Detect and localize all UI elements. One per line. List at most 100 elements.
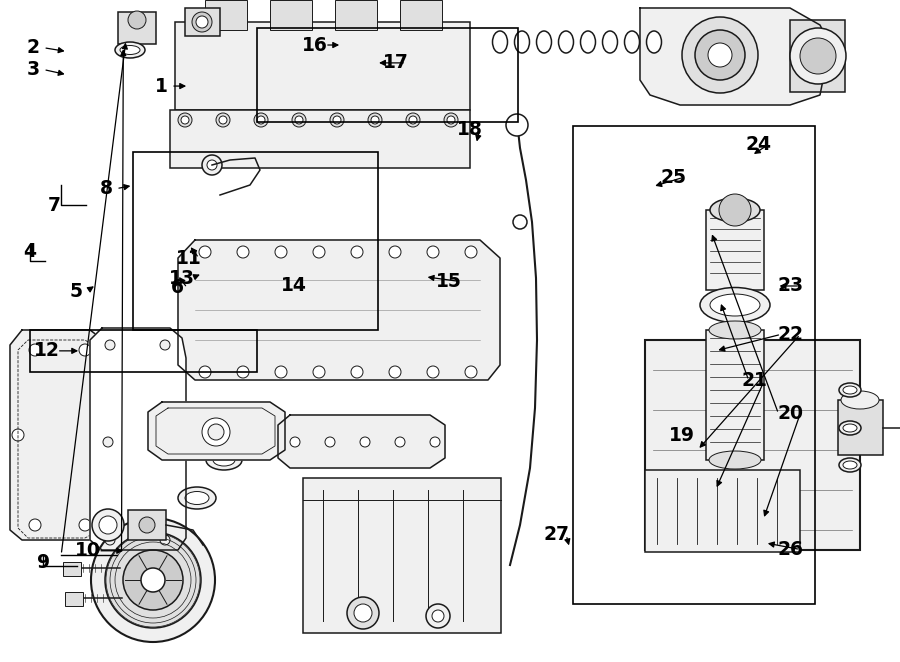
Circle shape <box>444 113 458 127</box>
Bar <box>185 8 220 36</box>
Ellipse shape <box>580 31 596 53</box>
Circle shape <box>513 215 527 229</box>
Text: 25: 25 <box>661 168 686 187</box>
Bar <box>706 330 764 460</box>
Circle shape <box>128 11 146 29</box>
Ellipse shape <box>843 461 857 469</box>
Circle shape <box>347 597 379 629</box>
Circle shape <box>103 437 113 447</box>
Bar <box>118 12 156 44</box>
Ellipse shape <box>213 454 235 466</box>
Circle shape <box>275 246 287 258</box>
Bar <box>706 210 764 290</box>
Bar <box>133 152 378 330</box>
Circle shape <box>202 418 230 446</box>
Text: 24: 24 <box>746 135 771 154</box>
Ellipse shape <box>839 421 861 435</box>
Circle shape <box>12 429 24 441</box>
Ellipse shape <box>602 31 617 53</box>
Text: 7: 7 <box>48 196 60 214</box>
Circle shape <box>237 246 249 258</box>
Ellipse shape <box>841 391 879 409</box>
Text: 14: 14 <box>281 277 306 295</box>
Bar <box>65 592 83 606</box>
Circle shape <box>389 366 401 378</box>
Ellipse shape <box>710 294 760 316</box>
Bar <box>645 340 860 550</box>
Ellipse shape <box>625 31 640 53</box>
Bar <box>175 22 470 110</box>
Text: 8: 8 <box>100 179 112 198</box>
Text: 27: 27 <box>544 526 569 544</box>
Circle shape <box>123 550 183 610</box>
Circle shape <box>427 366 439 378</box>
Bar <box>128 510 166 540</box>
Text: 23: 23 <box>777 277 804 295</box>
Circle shape <box>202 155 222 175</box>
Circle shape <box>330 113 344 127</box>
Text: 3: 3 <box>27 60 40 79</box>
Circle shape <box>165 437 175 447</box>
Circle shape <box>29 519 41 531</box>
Ellipse shape <box>709 451 761 469</box>
Text: 21: 21 <box>742 371 767 390</box>
Circle shape <box>432 610 444 622</box>
Circle shape <box>105 532 201 628</box>
Text: 11: 11 <box>176 249 202 267</box>
Ellipse shape <box>843 386 857 394</box>
Circle shape <box>192 12 212 32</box>
Ellipse shape <box>178 487 216 509</box>
Circle shape <box>105 340 115 350</box>
Circle shape <box>368 113 382 127</box>
Bar <box>270 0 312 30</box>
Ellipse shape <box>492 31 508 53</box>
Text: 10: 10 <box>76 542 101 560</box>
Ellipse shape <box>185 491 209 504</box>
Bar <box>303 478 501 633</box>
Ellipse shape <box>206 450 242 470</box>
Text: 17: 17 <box>383 54 409 72</box>
Circle shape <box>102 429 114 441</box>
Circle shape <box>800 38 836 74</box>
Ellipse shape <box>710 198 760 222</box>
Text: 1: 1 <box>155 77 167 95</box>
Text: 15: 15 <box>436 272 462 291</box>
Circle shape <box>409 116 417 124</box>
Text: 12: 12 <box>34 342 59 360</box>
Circle shape <box>719 194 751 226</box>
Circle shape <box>333 116 341 124</box>
Bar <box>400 0 442 30</box>
Circle shape <box>506 114 528 136</box>
Ellipse shape <box>839 458 861 472</box>
Circle shape <box>139 517 155 533</box>
Text: 22: 22 <box>778 325 803 344</box>
Circle shape <box>141 568 165 592</box>
Circle shape <box>91 518 215 642</box>
Circle shape <box>237 366 249 378</box>
Ellipse shape <box>646 31 662 53</box>
Text: 26: 26 <box>778 540 803 559</box>
Circle shape <box>695 30 745 80</box>
Polygon shape <box>278 415 445 468</box>
Circle shape <box>447 116 455 124</box>
Bar <box>573 126 814 604</box>
Text: 4: 4 <box>23 242 36 261</box>
Ellipse shape <box>839 383 861 397</box>
Circle shape <box>426 604 450 628</box>
Circle shape <box>292 113 306 127</box>
Circle shape <box>196 16 208 28</box>
Bar <box>838 400 883 455</box>
Bar <box>63 562 81 576</box>
Text: 6: 6 <box>171 279 184 297</box>
Ellipse shape <box>700 287 770 322</box>
Ellipse shape <box>515 31 529 53</box>
Text: 19: 19 <box>670 426 695 445</box>
Circle shape <box>219 116 227 124</box>
Polygon shape <box>148 402 285 460</box>
Circle shape <box>354 604 372 622</box>
Circle shape <box>360 437 370 447</box>
Circle shape <box>389 246 401 258</box>
Circle shape <box>199 366 211 378</box>
Circle shape <box>430 437 440 447</box>
Circle shape <box>325 437 335 447</box>
